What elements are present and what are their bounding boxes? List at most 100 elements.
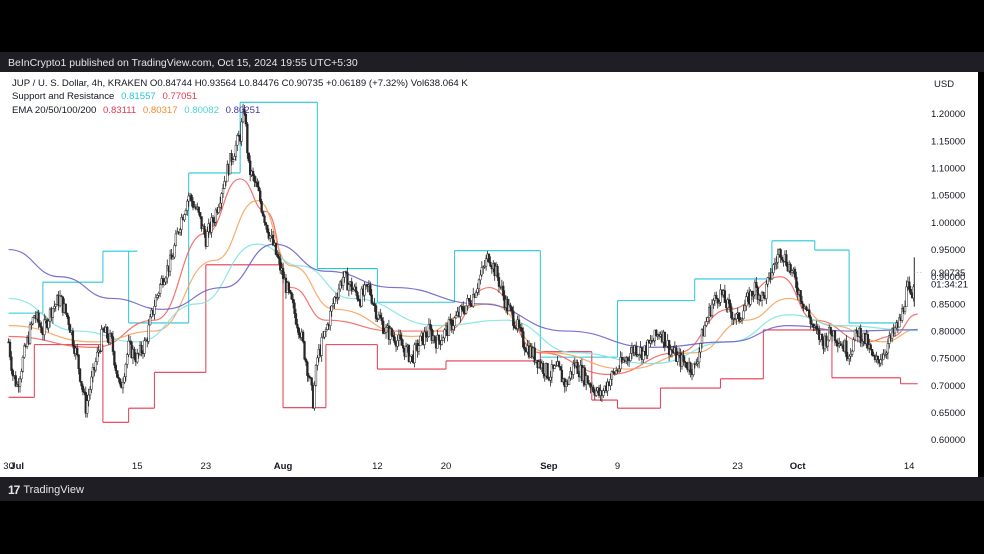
candle-body [730,311,734,320]
candle-body [336,297,339,299]
candle-body [610,371,614,380]
candle-body [370,294,373,304]
candle-body [615,370,618,375]
candle-body [260,201,263,213]
candle-body [424,331,428,338]
candle-body [187,195,190,202]
candle-body [326,323,329,330]
tradingview-logo-text: TradingView [23,484,84,496]
x-tick-label: Aug [274,461,293,472]
x-tick-label: Jul [10,461,24,472]
candle-body [384,326,388,333]
candle-body [407,345,411,362]
bar-countdown-label: 01:34:21 [931,280,968,291]
candle-body [51,308,55,318]
candle-body [28,324,32,344]
candle-body [161,278,165,286]
candle-body [760,291,764,301]
candle-body [307,375,310,378]
candle-body [667,340,671,356]
candle-body [464,305,468,314]
candle-body [60,295,63,298]
candle-body [426,336,429,338]
candle-body [393,336,396,343]
publish-bar [0,52,984,72]
candle-body [898,317,901,328]
candle-body [66,312,69,318]
candle-body [191,201,195,208]
currency-label[interactable]: USD [934,79,955,90]
candle-body [236,135,239,146]
candle-body [436,334,439,349]
candle-body [219,202,222,208]
candle-body [287,282,290,291]
candle-body [354,286,358,293]
legend-sr-line: Support and Resistance 0.81557 0.77051 [12,90,468,103]
candle-body [88,389,92,396]
candle-body [400,338,403,346]
candle-body [886,343,890,354]
candle-body [23,345,26,358]
legend-symbol-line: JUP / U. S. Dollar, 4h, KRAKEN O0.84744 … [12,78,468,89]
candle-body [705,321,708,326]
candle-body [329,310,332,327]
candle-body [379,314,382,319]
candle-body [859,327,862,344]
candle-body [409,356,412,362]
candle-body [567,377,571,385]
candle-body [480,267,483,276]
ema-line [8,243,918,348]
candle-body [602,390,605,396]
candle-body [178,229,182,233]
candle-body [246,123,249,154]
candle-body [609,379,612,386]
candle-body [259,190,262,202]
candle-body [297,327,300,336]
candle-body [655,329,658,336]
candle-body [523,346,526,351]
legend-sr-label: Support and Resistance [12,91,115,103]
candle-body [380,317,383,322]
candle-body [770,272,774,280]
candle-body [520,327,524,332]
candle-body [350,281,353,292]
candle-body [344,271,348,273]
candle-body [271,234,275,246]
chart-legend: JUP / U. S. Dollar, 4h, KRAKEN O0.84744 … [12,77,468,117]
legend-ema50-value: 0.80317 [142,104,178,116]
candle-body [715,295,718,299]
legend-sr-resistance-value: 0.81557 [121,91,156,103]
x-tick-label: 30 [3,461,14,472]
candle-body [509,304,512,308]
candle-body [685,362,688,368]
candle-body [835,340,838,343]
candle-body [111,336,115,352]
candle-body [369,284,372,296]
candle-body [888,335,891,344]
candle-body [183,214,186,221]
candle-body [71,330,75,346]
candle-body [800,301,804,305]
candle-body [153,306,156,315]
candle-body [908,281,911,290]
candle-body [341,277,345,286]
legend-sr-support-value: 0.77051 [162,91,198,103]
candle-body [447,319,451,336]
candle-body [306,361,309,376]
candle-body [459,305,462,317]
candle-body [845,340,848,357]
candle-body [121,382,125,389]
candle-body [546,363,549,379]
candle-body [8,341,12,358]
candle-body [413,344,416,363]
candle-body [220,193,223,204]
candle-body [148,316,152,326]
publisher-text: BeInCrypto1 published on TradingView.com… [8,57,358,69]
candle-body [110,333,113,337]
tradingview-logo[interactable]: 17 TradingView [8,483,84,497]
candle-body [826,339,829,347]
candle-body [789,264,792,273]
candle-body [40,326,43,333]
candle-body [200,216,203,230]
